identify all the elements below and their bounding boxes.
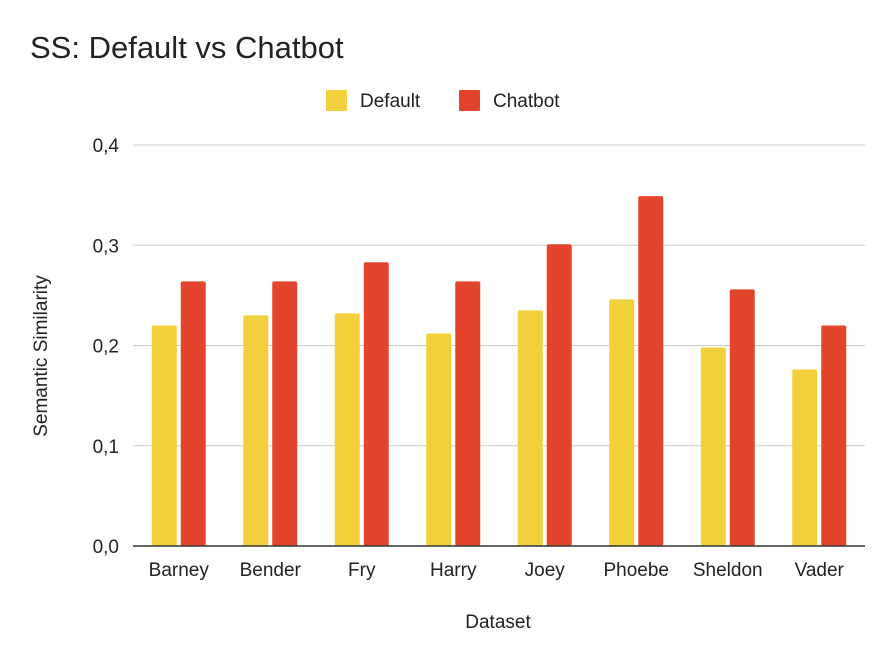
bar-chatbot-fry[interactable] xyxy=(363,262,389,546)
bar-chatbot-vader[interactable] xyxy=(821,325,847,546)
x-tick-label: Harry xyxy=(430,560,477,581)
bar-chatbot-harry[interactable] xyxy=(455,281,481,546)
bar-default-phoebe[interactable] xyxy=(609,299,635,546)
x-axis-title: Dataset xyxy=(465,612,531,633)
y-tick-label: 0,1 xyxy=(93,437,119,458)
bar-default-fry[interactable] xyxy=(334,313,360,546)
bar-default-harry[interactable] xyxy=(426,333,452,546)
x-tick-label: Phoebe xyxy=(603,560,669,581)
bar-chatbot-phoebe[interactable] xyxy=(638,196,664,546)
bar-default-joey[interactable] xyxy=(517,310,543,546)
x-tick-label: Bender xyxy=(240,560,302,581)
y-axis-ticks: 0,0 0,1 0,2 0,3 0,4 xyxy=(93,136,120,558)
y-tick-label: 0,0 xyxy=(93,537,119,558)
x-tick-label: Fry xyxy=(348,560,376,581)
legend: Default Chatbot xyxy=(326,90,560,112)
x-tick-label: Barney xyxy=(149,560,210,581)
legend-label-default: Default xyxy=(360,91,421,112)
bars xyxy=(133,196,865,547)
bar-default-sheldon[interactable] xyxy=(700,347,726,546)
legend-swatch-default xyxy=(326,90,347,111)
bar-chatbot-joey[interactable] xyxy=(546,244,572,546)
y-tick-label: 0,4 xyxy=(93,136,120,157)
x-tick-label: Vader xyxy=(795,560,845,581)
bar-chatbot-sheldon[interactable] xyxy=(729,289,755,546)
bar-chatbot-barney[interactable] xyxy=(180,281,206,546)
x-tick-label: Joey xyxy=(525,560,566,581)
bar-default-vader[interactable] xyxy=(792,369,818,546)
bar-default-bender[interactable] xyxy=(243,315,269,546)
x-tick-label: Sheldon xyxy=(693,560,763,581)
chart-title: SS: Default vs Chatbot xyxy=(30,30,344,65)
legend-label-chatbot: Chatbot xyxy=(493,91,560,112)
y-axis-title: Semantic Similarity xyxy=(31,275,52,437)
legend-swatch-chatbot xyxy=(459,90,480,111)
y-tick-label: 0,2 xyxy=(93,337,119,358)
bar-chatbot-bender[interactable] xyxy=(272,281,298,546)
bar-default-barney[interactable] xyxy=(151,325,177,546)
y-tick-label: 0,3 xyxy=(93,236,119,257)
gridlines xyxy=(133,144,865,447)
x-axis-ticks: Barney Bender Fry Harry Joey Phoebe Sheldon Vad… xyxy=(149,560,845,581)
